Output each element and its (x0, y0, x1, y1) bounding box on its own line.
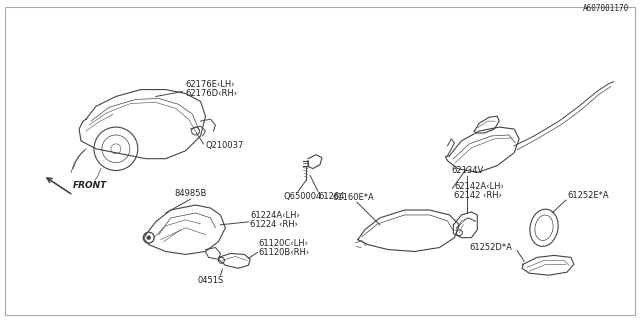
Text: Q210037: Q210037 (205, 141, 244, 150)
Text: A607001170: A607001170 (582, 4, 628, 12)
Text: 61120B‹RH›: 61120B‹RH› (259, 248, 310, 257)
Text: 61224A‹LH›: 61224A‹LH› (250, 212, 300, 220)
Text: 61120C‹LH›: 61120C‹LH› (259, 239, 308, 248)
Circle shape (147, 236, 151, 240)
Text: Q650004: Q650004 (283, 192, 321, 201)
Text: 61160E*A: 61160E*A (332, 193, 374, 202)
Text: 62142 ‹RH›: 62142 ‹RH› (454, 191, 502, 200)
Text: 0451S: 0451S (197, 276, 223, 285)
Text: 61264: 61264 (318, 192, 344, 201)
Text: 84985B: 84985B (174, 189, 207, 198)
Text: 61252D*A: 61252D*A (469, 243, 512, 252)
Text: 62176E‹LH›: 62176E‹LH› (186, 80, 236, 89)
Text: 62176D‹RH›: 62176D‹RH› (186, 89, 237, 98)
Text: 62142A‹LH›: 62142A‹LH› (454, 182, 504, 191)
Text: 62134V: 62134V (451, 166, 483, 175)
Text: FRONT: FRONT (73, 181, 108, 190)
Text: 61252E*A: 61252E*A (567, 191, 609, 200)
Text: 61224 ‹RH›: 61224 ‹RH› (250, 220, 298, 229)
